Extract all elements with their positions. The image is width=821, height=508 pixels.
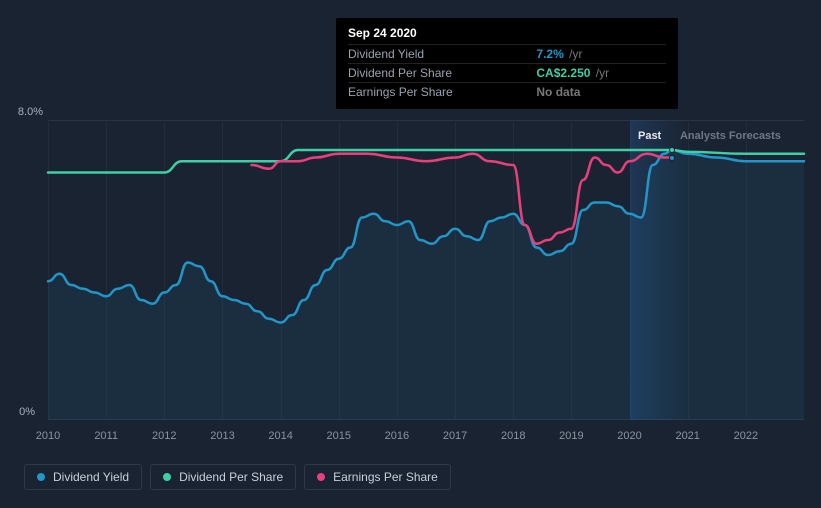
x-gridline [164,120,165,420]
forecast-label: Analysts Forecasts [680,130,781,142]
past-label: Past [638,130,661,142]
x-gridline [397,120,398,420]
x-gridline [688,120,689,420]
x-axis-tick: 2016 [385,430,409,442]
tooltip-row-value: CA$2.250 /yr [518,64,666,83]
tooltip-row: Earnings Per ShareNo data [348,83,666,102]
tooltip-row: Dividend Per ShareCA$2.250 /yr [348,64,666,83]
x-gridline [106,120,107,420]
y-axis-tick-min: 0% [19,406,35,418]
x-axis-tick: 2010 [36,430,60,442]
legend-dot-icon [37,473,45,481]
x-axis-tick: 2022 [734,430,758,442]
tooltip-table: Dividend Yield7.2% /yrDividend Per Share… [348,44,666,101]
tooltip-row-value: No data [518,83,666,102]
legend-item[interactable]: Earnings Per Share [304,464,451,490]
x-axis-tick: 2021 [675,430,699,442]
x-gridline [513,120,514,420]
x-axis-tick: 2012 [152,430,176,442]
tooltip-row: Dividend Yield7.2% /yr [348,45,666,64]
legend-dot-icon [317,473,325,481]
x-gridline [48,120,49,420]
legend-label: Dividend Yield [53,470,129,484]
dividend-chart: 8.0% 0% 2010 2011 2012 2013 2014 2015 2016 2017… [0,0,821,508]
x-gridline [281,120,282,420]
legend-label: Earnings Per Share [333,470,438,484]
x-axis-tick: 2019 [559,430,583,442]
series-marker-dot [669,147,675,153]
x-axis-tick: 2017 [443,430,467,442]
x-gridline [455,120,456,420]
tooltip-row-label: Dividend Per Share [348,64,518,83]
chart-tooltip: Sep 24 2020 Dividend Yield7.2% /yrDivide… [336,18,678,109]
x-axis-tick: 2015 [327,430,351,442]
x-axis-tick: 2020 [617,430,641,442]
plot-area[interactable] [48,120,804,420]
x-axis-tick: 2014 [268,430,292,442]
tooltip-row-value: 7.2% /yr [518,45,666,64]
x-axis-tick: 2011 [94,430,118,442]
legend-label: Dividend Per Share [179,470,283,484]
x-gridline [339,120,340,420]
legend-dot-icon [163,473,171,481]
tooltip-date: Sep 24 2020 [348,26,666,40]
legend-item[interactable]: Dividend Per Share [150,464,296,490]
chart-legend: Dividend Yield Dividend Per Share Earnings… [24,464,451,490]
tooltip-row-label: Earnings Per Share [348,83,518,102]
series-marker-dot [669,155,675,161]
x-axis-tick: 2018 [501,430,525,442]
x-gridline [571,120,572,420]
x-gridline [746,120,747,420]
legend-item[interactable]: Dividend Yield [24,464,142,490]
x-gridline [222,120,223,420]
tooltip-row-label: Dividend Yield [348,45,518,64]
x-gridline [630,120,631,420]
x-axis-tick: 2013 [210,430,234,442]
y-axis-tick-max: 8.0% [18,106,43,118]
